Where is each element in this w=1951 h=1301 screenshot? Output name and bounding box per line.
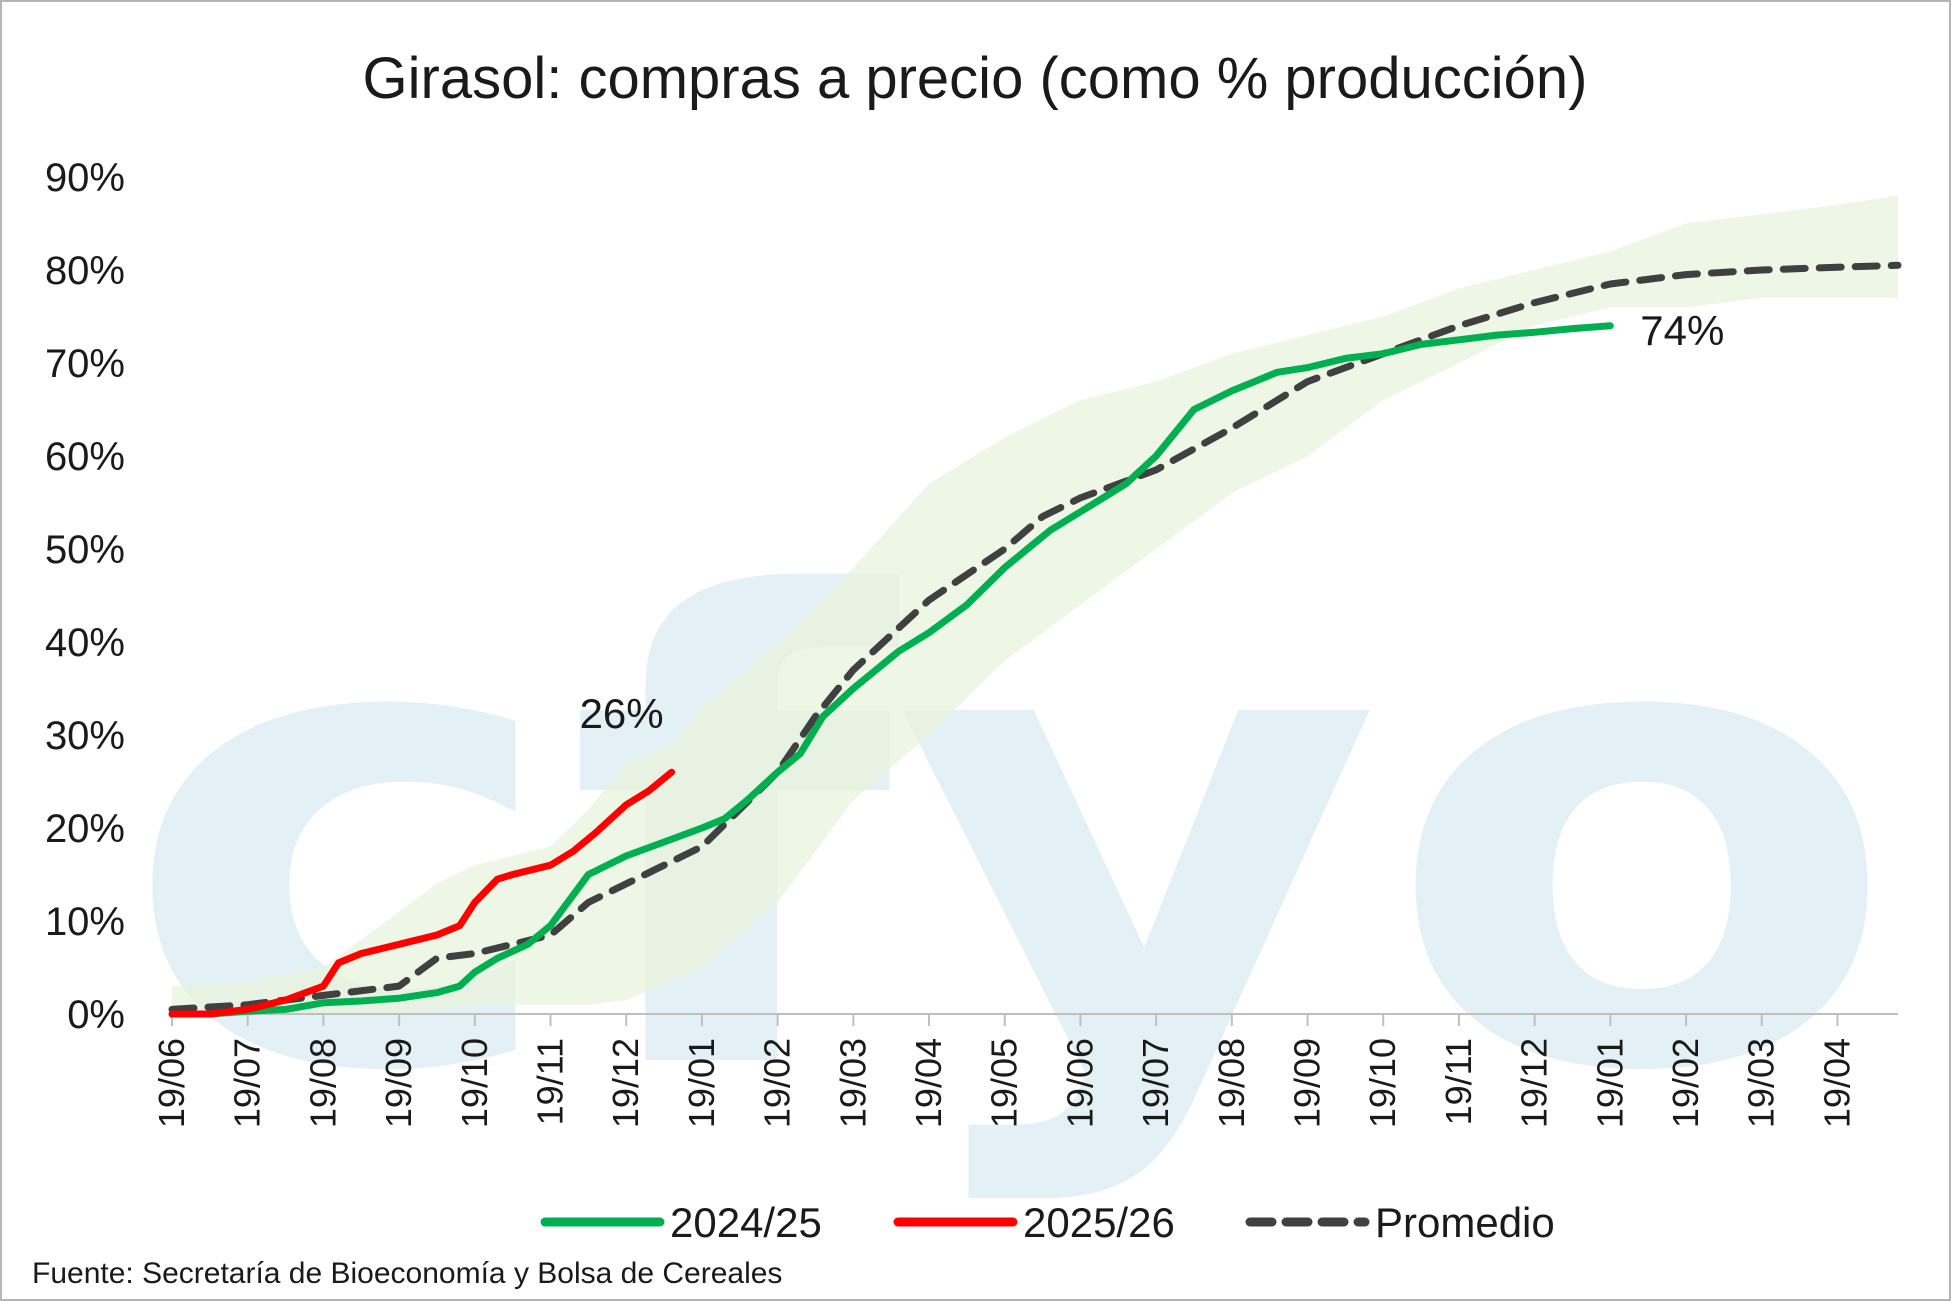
x-tick-label: 19/02 <box>757 1038 798 1128</box>
x-tick-label: 19/09 <box>1287 1038 1328 1128</box>
range-band <box>172 195 1898 1015</box>
x-tick-label: 19/03 <box>1741 1038 1782 1128</box>
x-tick-label: 19/04 <box>1816 1038 1857 1128</box>
x-tick-label: 19/04 <box>908 1038 949 1128</box>
x-tick-label: 19/07 <box>1135 1038 1176 1128</box>
x-tick-label: 19/08 <box>1211 1038 1252 1128</box>
axis-layer <box>171 1013 1898 1026</box>
x-tick-labels: 19/06 19/07 19/08 19/09 19/10 19/11 19/12 19/01… <box>151 1038 1857 1128</box>
x-tick-label: 19/01 <box>681 1038 722 1128</box>
x-tick-label: 19/01 <box>1589 1038 1630 1128</box>
y-tick-label: 70% <box>45 342 125 386</box>
legend-label-promedio: Promedio <box>1375 1199 1555 1246</box>
x-tick-label: 19/10 <box>454 1038 495 1128</box>
y-tick-label: 30% <box>45 714 125 758</box>
x-tick-label: 19/12 <box>1514 1038 1555 1128</box>
y-tick-label: 60% <box>45 435 125 479</box>
x-tick-label: 19/11 <box>530 1038 571 1125</box>
legend: 2024/25 2025/26 Promedio <box>540 1199 1555 1246</box>
y-tick-label: 20% <box>45 807 125 851</box>
chart-title: Girasol: compras a precio (como % produc… <box>363 46 1588 111</box>
y-tick-label: 40% <box>45 621 125 665</box>
legend-label-2024-25: 2024/25 <box>670 1199 822 1246</box>
x-tick-label: 19/11 <box>1438 1038 1479 1125</box>
series-line-2024-25 <box>168 322 1614 1018</box>
source-note: Fuente: Secretaría de Bioeconomía y Bols… <box>32 1257 782 1290</box>
x-tick-label: 19/07 <box>227 1038 268 1128</box>
y-tick-label: 80% <box>45 249 125 293</box>
y-tick-label: 10% <box>45 900 125 944</box>
x-tick-label: 19/09 <box>378 1038 419 1128</box>
y-tick-labels: 0% 10% 20% 30% 40% 50% 60% 70% 80% 90% <box>45 156 125 1037</box>
x-tick-label: 19/06 <box>1059 1038 1100 1128</box>
x-tick-label: 19/06 <box>151 1038 192 1128</box>
series-layer <box>168 261 1902 1018</box>
range-band-layer <box>172 195 1898 1015</box>
y-tick-label: 90% <box>45 156 125 200</box>
y-tick-label: 0% <box>67 993 125 1037</box>
x-tick-label: 19/03 <box>832 1038 873 1128</box>
legend-label-2025-26: 2025/26 <box>1023 1199 1175 1246</box>
annotation-layer: 26% 74% <box>580 307 1725 737</box>
data-label-2025-26: 26% <box>580 690 664 737</box>
x-tick-label: 19/12 <box>605 1038 646 1128</box>
x-tick-label: 19/05 <box>984 1038 1025 1128</box>
data-label-2024-25: 74% <box>1640 307 1724 354</box>
x-tick-label: 19/10 <box>1362 1038 1403 1128</box>
x-tick-label: 19/08 <box>302 1038 343 1128</box>
y-tick-label: 50% <box>45 528 125 572</box>
x-tick-label: 19/02 <box>1665 1038 1706 1128</box>
series-line-promedio <box>168 261 1902 1013</box>
series-line-2025-26 <box>168 768 676 1018</box>
